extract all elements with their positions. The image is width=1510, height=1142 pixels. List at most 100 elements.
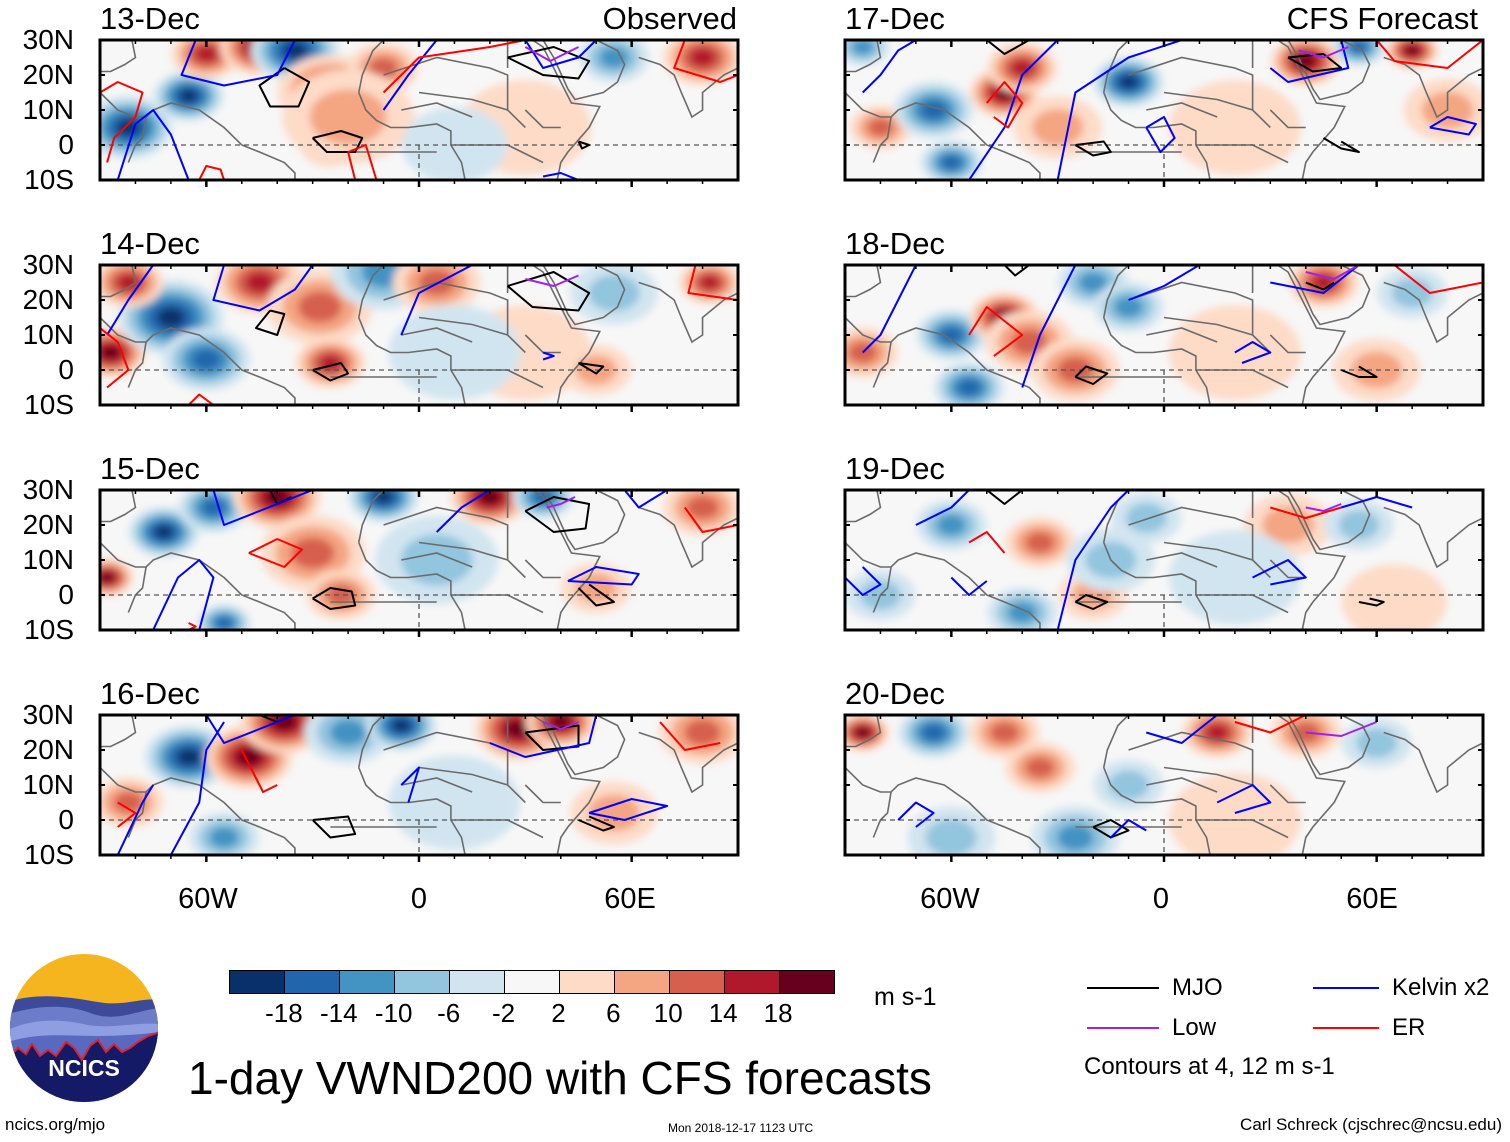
anomaly-shade — [1025, 532, 1055, 553]
contour-er — [382, 40, 526, 94]
y-tick-label: 20N — [22, 509, 74, 540]
anomaly-shade — [1205, 724, 1229, 741]
y-tick-label: 0 — [58, 579, 74, 610]
coastline — [1128, 281, 1254, 335]
coastline — [358, 92, 466, 180]
legend-low-line — [1087, 1027, 1159, 1029]
colorbar-tick-label: -18 — [265, 998, 303, 1028]
map-panel-14-dec — [98, 263, 740, 412]
contour-mjo — [311, 815, 357, 839]
coastline — [542, 265, 626, 326]
coastline — [638, 506, 738, 569]
anomaly-shade — [1356, 728, 1398, 758]
coastline — [531, 265, 601, 405]
contour-mjo — [1074, 140, 1112, 157]
coastline — [1102, 265, 1130, 318]
contour-mjo — [577, 583, 615, 607]
contour-kelvin — [862, 265, 917, 354]
anomaly-shade — [684, 719, 721, 746]
coastline — [1146, 327, 1218, 343]
anomaly-shade — [686, 495, 719, 520]
contour-er — [1234, 715, 1307, 734]
y-tick-label: 30N — [22, 699, 74, 730]
contour-mjo — [1092, 819, 1130, 839]
contour-mjo — [524, 724, 580, 751]
coastline — [1276, 40, 1346, 180]
coastline — [1146, 552, 1218, 568]
contour-low — [1305, 721, 1378, 737]
anomaly-shade — [392, 718, 411, 733]
anomaly-shade — [215, 616, 233, 630]
map-panel-19-dec — [843, 488, 1485, 637]
contour-kelvin — [152, 559, 215, 630]
contour-mjo — [1340, 365, 1378, 378]
contour-kelvin — [845, 566, 882, 596]
anomaly-shade — [192, 349, 221, 370]
panel-date-17-dec: 17-Dec — [845, 1, 945, 36]
coastline — [127, 566, 147, 613]
contour-mjo — [1074, 594, 1109, 610]
coastline — [542, 715, 626, 776]
contour-er — [187, 393, 215, 405]
contour-mjo — [986, 490, 1023, 505]
coastline — [1103, 767, 1211, 855]
coastline — [1163, 541, 1271, 579]
anomaly-shade — [1114, 296, 1144, 318]
coastline — [542, 40, 626, 101]
anomaly-shade — [245, 272, 274, 293]
y-tick-label: 30N — [22, 249, 74, 280]
anomaly-shade — [990, 722, 1019, 743]
contour-er — [347, 144, 378, 180]
legend-mjo-line — [1087, 987, 1159, 989]
colorbar-swatch — [449, 971, 504, 993]
legend-er-line — [1313, 1027, 1379, 1029]
contour-kelvin — [524, 40, 597, 69]
anomaly-shade — [689, 48, 716, 67]
coastline — [1276, 265, 1346, 405]
contour-er — [968, 531, 1006, 554]
y-tick-label: 20N — [22, 284, 74, 315]
contour-kelvin — [180, 40, 296, 87]
contour-kelvin — [400, 766, 420, 803]
colorbar-tick-label: 2 — [551, 998, 566, 1028]
coastline — [1383, 506, 1483, 569]
map-panel-18-dec — [843, 263, 1485, 412]
panel-date-18-dec: 18-Dec — [845, 226, 945, 261]
contour-low — [546, 496, 576, 509]
contour-mjo — [577, 140, 591, 150]
coastline — [1269, 334, 1306, 354]
y-tick-label: 20N — [22, 734, 74, 765]
anomaly-shade — [925, 819, 977, 855]
colorbar-swatch — [724, 971, 779, 993]
anomaly-shade — [154, 525, 173, 539]
coastline — [357, 490, 385, 543]
coastline — [1269, 784, 1306, 804]
contour-kelvin — [212, 265, 314, 312]
coastline — [1383, 281, 1483, 344]
anomaly-shade — [1350, 40, 1368, 54]
y-tick-label: 0 — [58, 804, 74, 835]
panel-date-19-dec: 19-Dec — [845, 451, 945, 486]
anomaly-shade — [588, 274, 640, 312]
x-tick-0-left: 0 — [410, 883, 428, 915]
anomaly-shade — [922, 724, 945, 741]
anomaly-shade — [1007, 602, 1037, 623]
contour-mjo — [258, 67, 311, 108]
contour-kelvin — [950, 576, 988, 596]
contour-er — [687, 265, 738, 301]
coastline — [401, 552, 473, 568]
anomaly-shade — [599, 47, 629, 68]
coastline — [127, 116, 147, 163]
y-tick-label: 20N — [22, 59, 74, 90]
contour-kelvin — [1429, 116, 1477, 136]
contour-kelvin — [106, 265, 154, 336]
coastline — [100, 265, 137, 298]
contour-kelvin — [862, 40, 917, 94]
colorbar-tick-label: 10 — [653, 998, 683, 1028]
contour-er — [248, 538, 304, 568]
map-panel-16-dec — [98, 713, 740, 862]
website-link[interactable]: ncics.org/mjo — [5, 1115, 106, 1134]
contour-er — [673, 40, 738, 83]
colorbar-swatch — [614, 971, 669, 993]
coastline — [1163, 91, 1271, 129]
